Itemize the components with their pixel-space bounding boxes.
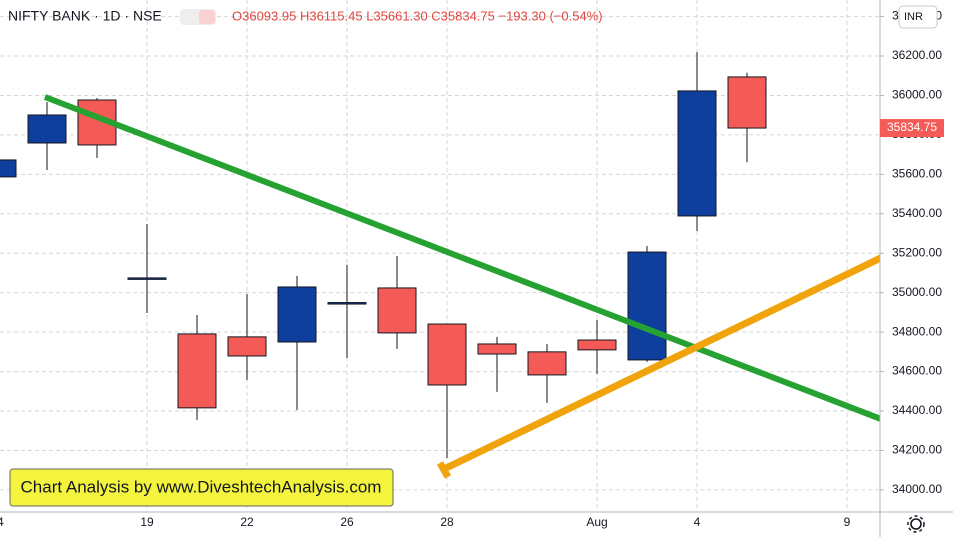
candle-body (527, 351, 567, 376)
candle-body (127, 277, 167, 280)
candles (0, 52, 767, 458)
x-tick-label: 14 (0, 515, 4, 529)
settings-icon[interactable] (907, 515, 925, 533)
y-tick-label: 34200.00 (892, 443, 942, 457)
symbol: NIFTY BANK · 1D · NSE (8, 8, 162, 24)
x-tick-label: Aug (586, 515, 607, 529)
candle-body (427, 323, 467, 386)
candle-body (627, 251, 667, 361)
candle-body (377, 287, 417, 334)
candle-body (577, 339, 617, 351)
y-tick-label: 35400.00 (892, 206, 942, 220)
currency-badge[interactable] (898, 5, 938, 29)
x-tick-label: 28 (440, 515, 454, 529)
arrow-tail (436, 461, 452, 479)
y-tick-label: 34400.00 (892, 403, 942, 417)
price-axis-bg (880, 0, 953, 537)
x-tick-label: 4 (694, 515, 701, 529)
price-tag: 35834.75 (887, 120, 937, 134)
candle-body (677, 90, 717, 217)
y-tick-label: 36000.00 (892, 88, 942, 102)
trend-arrow-down (43, 94, 921, 437)
candle-body (277, 286, 317, 343)
y-tick-label: 36200.00 (892, 48, 942, 62)
y-tick-label: 34000.00 (892, 482, 942, 496)
candle-body (27, 114, 67, 144)
y-tick-label: 35600.00 (892, 167, 942, 181)
y-tick-label: 34600.00 (892, 364, 942, 378)
icon (199, 10, 215, 24)
candle-body (0, 159, 17, 178)
y-tick-label: 35200.00 (892, 245, 942, 259)
y-tick-label: 35000.00 (892, 285, 942, 299)
x-tick-label: 26 (340, 515, 354, 529)
ohlc: O36093.95 H36115.45 L35661.30 C35834.75 … (232, 8, 603, 23)
trend-arrow-up (440, 232, 933, 474)
candle-body (727, 76, 767, 129)
price-tag-bg (880, 119, 944, 138)
x-tick-label: 19 (140, 515, 154, 529)
annotation: Chart Analysis by www.DiveshtechAnalysis… (21, 477, 382, 496)
grid (0, 0, 880, 512)
currency: INR (904, 11, 923, 23)
x-tick-label: 9 (844, 515, 851, 529)
time-axis-bg (0, 512, 953, 537)
annotation-box (9, 468, 394, 507)
candle-body (327, 302, 367, 305)
candle-body (177, 333, 217, 409)
axes: 34000.00 34200.00 34400.00 34600.00 34800.00… (0, 9, 944, 529)
candle-body (227, 336, 267, 357)
candle-body (477, 343, 517, 355)
y-tick-label: 34800.00 (892, 324, 942, 338)
x-tick-label: 22 (240, 515, 254, 529)
